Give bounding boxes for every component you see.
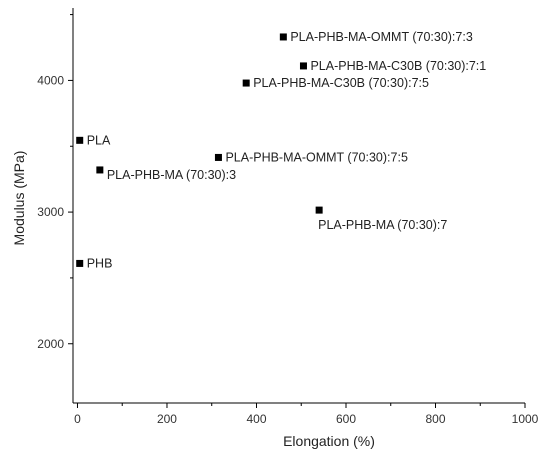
data-point-label: PLA-PHB-MA (70:30):7 — [318, 218, 447, 232]
x-tick-label: 1000 — [512, 412, 539, 426]
data-point-marker — [214, 153, 222, 161]
y-axis-title: Modulus (MPa) — [11, 151, 27, 246]
x-tick-label: 0 — [74, 412, 81, 426]
data-point-marker — [242, 79, 250, 87]
data-point-label: PLA-PHB-MA (70:30):3 — [107, 168, 236, 182]
y-tick-label: 3000 — [37, 205, 64, 219]
x-tick-label: 800 — [425, 412, 445, 426]
data-point-label: PLA-PHB-MA-OMMT (70:30):7:3 — [290, 30, 473, 44]
x-tick-label: 200 — [157, 412, 177, 426]
y-tick-label: 2000 — [37, 337, 64, 351]
y-tick-label: 4000 — [37, 73, 64, 87]
data-point-marker — [279, 33, 287, 41]
data-point-marker — [315, 206, 323, 214]
x-axis-title: Elongation (%) — [283, 433, 375, 449]
x-axis-ticks: 0 200 400 600 800 1000 — [74, 403, 539, 426]
axes — [72, 8, 525, 404]
x-tick-label: 600 — [336, 412, 356, 426]
data-point-label: PLA-PHB-MA-OMMT (70:30):7:5 — [225, 150, 408, 164]
data-point-label: PHB — [87, 256, 113, 270]
data-point-marker — [76, 259, 84, 267]
data-point-label: PLA-PHB-MA-C30B (70:30):7:5 — [253, 76, 429, 90]
y-axis-ticks: 2000 3000 4000 — [37, 14, 73, 351]
data-point-marker — [299, 62, 307, 70]
data-points: PLA-PHB-MA-OMMT (70:30):7:3 PLA-PHB-MA-C3… — [76, 30, 486, 270]
data-point-marker — [96, 166, 104, 174]
x-tick-label: 400 — [246, 412, 266, 426]
data-point-marker — [76, 136, 84, 144]
data-point-label: PLA-PHB-MA-C30B (70:30):7:1 — [310, 59, 486, 73]
data-point-label: PLA — [87, 133, 111, 147]
